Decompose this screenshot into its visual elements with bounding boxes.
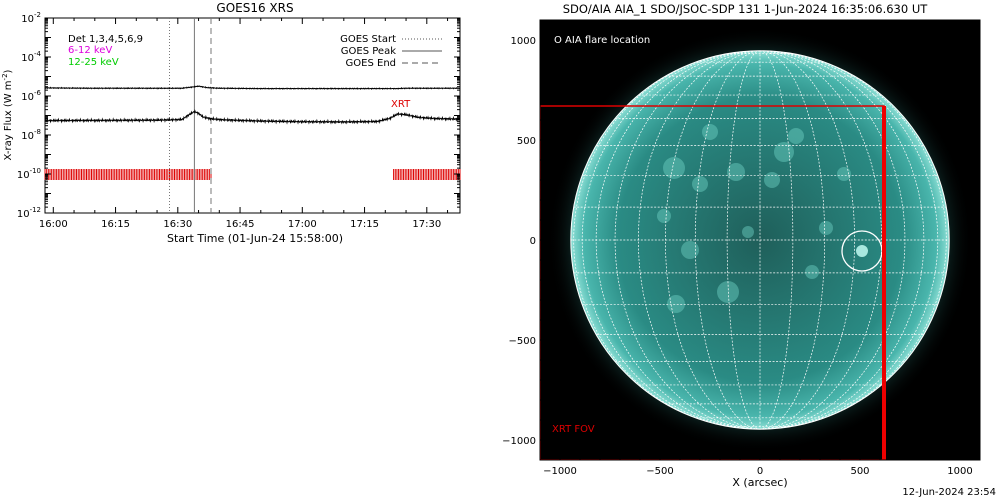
goes-x-axis-label: Start Time (01-Jun-24 15:58:00) <box>167 232 343 245</box>
longitude-line <box>759 50 826 430</box>
longitude-line <box>726 50 761 430</box>
active-region <box>692 176 708 192</box>
goes-y-tick-label: 10-12 <box>17 206 41 220</box>
active-region <box>819 221 833 235</box>
longitude-line <box>694 50 761 430</box>
active-region <box>837 167 851 181</box>
goes-flux-series-1 <box>44 109 461 125</box>
aia-y-tick-label: 500 <box>517 136 536 147</box>
detector-label: Det 1,3,4,5,6,9 <box>68 34 143 45</box>
aia-x-tick-label: 1000 <box>947 466 972 477</box>
aia-y-tick-label: 0 <box>530 236 536 247</box>
longitude-line <box>595 50 761 430</box>
goes-y-tick-label: 10-4 <box>21 50 41 64</box>
flare-brightening <box>856 245 868 257</box>
goes-chart-title: GOES16 XRS <box>216 1 293 15</box>
active-region <box>774 142 794 162</box>
aia-x-axis-label: X (arcsec) <box>732 476 787 489</box>
active-region <box>667 295 685 313</box>
longitude-line <box>759 50 794 430</box>
aia-y-tick-label: −500 <box>509 336 536 347</box>
goes-x-tick-label: 16:30 <box>163 219 192 230</box>
goes-xrs-chart: GOES16 XRS 16:00 16:15 16:30 16:45 17:00 17:1… <box>1 1 461 245</box>
aia-marks <box>540 28 972 460</box>
longitude-line <box>573 50 761 430</box>
aia-x-tick-label: −1000 <box>543 466 577 477</box>
aia-x-tick-label: −500 <box>646 466 673 477</box>
active-region <box>727 163 745 181</box>
goes-x-tick-label: 16:00 <box>39 219 68 230</box>
aia-image-chart: SDO/AIA AIA_1 SDO/JSOC-SDP 131 1-Jun-202… <box>502 2 981 489</box>
goes-x-tick-label: 17:15 <box>350 219 379 230</box>
aia-x-tick-label: 500 <box>850 466 869 477</box>
band-label-12-25: 12-25 keV <box>68 57 119 68</box>
longitude-line <box>759 50 882 430</box>
xrt-annotation: XRT <box>391 99 411 110</box>
legend-goes-end-label: GOES End <box>346 58 396 69</box>
solar-limb <box>570 50 950 430</box>
aia-y-tick-label: −1000 <box>502 436 536 447</box>
goes-x-tick-label: 16:45 <box>226 219 255 230</box>
band-label-6-12: 6-12 keV <box>68 45 112 56</box>
longitude-line <box>638 50 761 430</box>
goes-y-tick-label: 10-10 <box>17 167 41 181</box>
aia-ticks: −1000 −500 0 500 1000 −1000 −500 0 500 1000 <box>502 20 980 477</box>
active-region <box>681 241 699 259</box>
active-region <box>764 172 780 188</box>
longitude-line <box>581 50 761 430</box>
active-region <box>702 124 718 140</box>
goes-y-tick-label: 10-2 <box>21 11 41 25</box>
active-region <box>657 209 671 223</box>
aia-x-tick-label: 0 <box>757 466 763 477</box>
xrt-fov-label: XRT FOV <box>552 424 595 435</box>
goes-flux-series-0 <box>44 84 461 91</box>
goes-y-axis-label: X-ray Flux (W m-2) <box>1 69 14 160</box>
aia-chart-title: SDO/AIA AIA_1 SDO/JSOC-SDP 131 1-Jun-202… <box>563 2 929 16</box>
legend-goes-peak-label: GOES Peak <box>341 46 396 57</box>
longitude-line <box>759 50 925 430</box>
aia-flare-legend: O AIA flare location <box>554 35 650 46</box>
longitude-line <box>614 50 761 430</box>
goes-legend: GOES Start GOES Peak GOES End <box>340 34 442 69</box>
goes-x-tick-label: 16:15 <box>101 219 130 230</box>
goes-ticks: 16:00 16:15 16:30 16:45 17:00 17:15 17:30 10-2 1… <box>17 11 460 230</box>
timestamp: 12-Jun-2024 23:54 <box>902 487 996 498</box>
aia-y-tick-label: 1000 <box>511 36 536 47</box>
active-region <box>663 157 685 179</box>
goes-x-tick-label: 17:30 <box>412 219 441 230</box>
longitude-line <box>759 50 947 430</box>
goes-x-tick-label: 17:00 <box>288 219 317 230</box>
goes-y-tick-label: 10-6 <box>21 89 41 103</box>
heliographic-grid <box>570 50 950 430</box>
active-region <box>717 281 739 303</box>
goes-y-tick-label: 10-8 <box>21 128 41 142</box>
longitude-line <box>665 50 761 430</box>
goes-plot-area: 16:00 16:15 16:30 16:45 17:00 17:15 17:30 10-2 1… <box>17 11 461 230</box>
longitude-line <box>759 50 906 430</box>
goes-detector-labels: Det 1,3,4,5,6,9 6-12 keV 12-25 keV <box>68 34 143 68</box>
active-region <box>742 226 754 238</box>
longitude-line <box>759 50 939 430</box>
legend-goes-start-label: GOES Start <box>340 34 396 45</box>
longitude-line <box>759 50 855 430</box>
active-region <box>805 265 819 279</box>
active-region <box>788 128 804 144</box>
goes-marks <box>44 18 461 213</box>
